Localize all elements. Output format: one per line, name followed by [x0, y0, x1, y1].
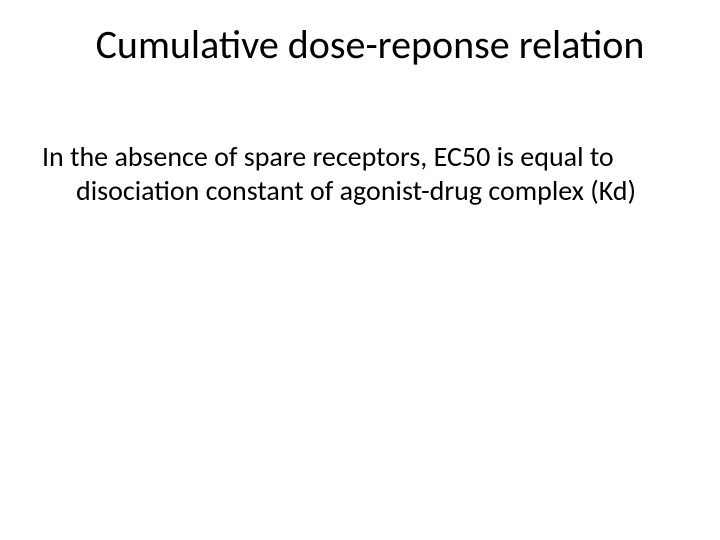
body-paragraph: In the absence of spare receptors, EC50 …	[42, 140, 640, 207]
slide-body: In the absence of spare receptors, EC50 …	[42, 140, 640, 207]
slide-title: Cumulative dose-reponse relation	[50, 20, 690, 69]
slide: Cumulative dose-reponse relation In the …	[0, 0, 720, 540]
